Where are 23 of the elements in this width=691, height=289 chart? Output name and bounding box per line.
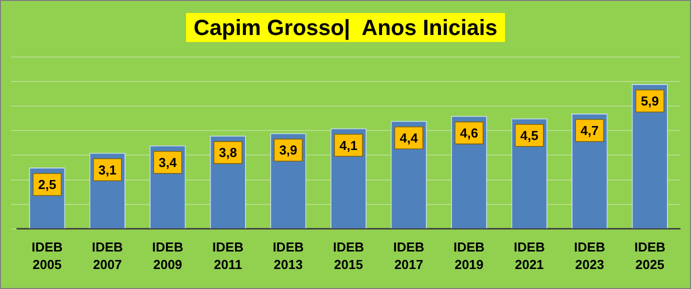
- data-label: 4,6: [460, 126, 478, 141]
- data-label: 4,4: [400, 130, 419, 146]
- data-label: 3,9: [279, 142, 298, 158]
- x-tick-label: IDEB 2017: [393, 239, 424, 272]
- data-label: 5,9: [640, 94, 659, 109]
- x-tick-label: IDEB 2007: [92, 239, 123, 272]
- data-label: 3,8: [218, 145, 237, 160]
- x-tick-label: IDEB 2005: [32, 239, 63, 272]
- x-tick-label: IDEB 2019: [454, 239, 485, 272]
- data-label: 4,1: [339, 138, 358, 153]
- data-label: 2,5: [38, 177, 56, 192]
- x-tick-label: IDEB 2025: [634, 239, 666, 272]
- data-label: 3,4: [158, 154, 178, 170]
- x-tick-label: IDEB 2013: [272, 239, 304, 272]
- x-tick-label: IDEB 2023: [574, 239, 606, 272]
- chart-title: Capim Grosso| Anos Iniciais: [186, 13, 506, 42]
- x-tick-label: IDEB 2009: [152, 239, 184, 272]
- x-tick-label: IDEB 2011: [212, 239, 244, 272]
- x-tick-label: IDEB 2015: [332, 239, 364, 272]
- x-tick-label: IDEB 2021: [514, 239, 545, 272]
- data-label: 4,5: [520, 128, 538, 143]
- data-label: 4,7: [580, 123, 599, 138]
- data-label: 3,1: [98, 162, 116, 178]
